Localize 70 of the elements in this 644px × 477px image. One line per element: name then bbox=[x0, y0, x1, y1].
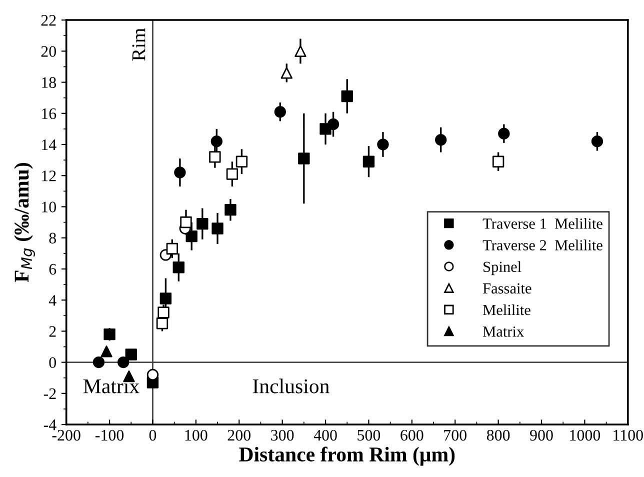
x-tick-label: 400 bbox=[314, 430, 337, 441]
y-tick-label: 20 bbox=[41, 46, 56, 57]
y-tick-label: 10 bbox=[42, 202, 56, 212]
point bbox=[294, 45, 306, 57]
point bbox=[280, 67, 292, 79]
x-tick-label: 200 bbox=[228, 430, 250, 441]
y-tick-label: 16 bbox=[42, 108, 56, 120]
y-tick-label: 18 bbox=[42, 77, 56, 88]
x-tick-label: 900 bbox=[530, 430, 553, 441]
x-tick-label: 1100 bbox=[614, 430, 643, 441]
x-tick-label: 300 bbox=[271, 430, 294, 441]
x-tick-label: 700 bbox=[444, 430, 466, 441]
point bbox=[492, 156, 504, 168]
point bbox=[298, 152, 310, 164]
point bbox=[341, 90, 353, 102]
point bbox=[209, 151, 221, 163]
point bbox=[180, 216, 192, 228]
x-tick-label: 600 bbox=[400, 430, 424, 441]
y-tick-label: 12 bbox=[42, 170, 56, 182]
point bbox=[160, 292, 172, 304]
y-tick-label: -4 bbox=[44, 420, 56, 430]
y-tick-label: 2 bbox=[49, 326, 56, 337]
point bbox=[196, 218, 208, 230]
point bbox=[591, 136, 604, 148]
x-tick-label: 0 bbox=[149, 430, 156, 441]
point bbox=[212, 222, 224, 234]
point bbox=[377, 138, 389, 150]
point bbox=[125, 348, 137, 360]
x-axis-title: Distance from Rim (μm) bbox=[239, 446, 455, 466]
point bbox=[236, 156, 248, 168]
point bbox=[274, 106, 286, 118]
legend-label: Melilite bbox=[482, 304, 530, 316]
y-tick-label: 0 bbox=[49, 357, 56, 368]
point bbox=[92, 356, 105, 368]
point bbox=[362, 156, 375, 168]
point bbox=[435, 134, 447, 146]
y-tick-label: 6 bbox=[49, 264, 56, 275]
x-tick-label: -100 bbox=[95, 430, 124, 441]
legend-label: Fassaite bbox=[482, 283, 532, 294]
point bbox=[226, 168, 238, 180]
x-tick-label: 100 bbox=[185, 430, 208, 441]
annotation: Matrix bbox=[84, 379, 140, 394]
point bbox=[210, 136, 223, 148]
point bbox=[146, 368, 159, 381]
x-tick-label: 1000 bbox=[570, 430, 600, 441]
point bbox=[174, 166, 186, 178]
y-tick-label: 14 bbox=[42, 139, 56, 150]
point bbox=[498, 128, 510, 140]
x-tick-label: 500 bbox=[358, 430, 380, 441]
point bbox=[166, 242, 178, 255]
x-tick-label: -200 bbox=[52, 430, 80, 441]
legend-label: Traverse 2 Melilite bbox=[482, 240, 602, 250]
point bbox=[104, 328, 116, 340]
legend-label: Spinel bbox=[484, 261, 522, 276]
point bbox=[100, 346, 112, 358]
legend-label: Traverse 1 Melilite bbox=[482, 218, 602, 229]
x-tick-label: 800 bbox=[486, 430, 510, 441]
point bbox=[118, 356, 130, 368]
y-tick-label: 22 bbox=[41, 15, 56, 26]
point bbox=[172, 262, 184, 274]
point bbox=[327, 118, 340, 130]
ref-line-label: Rim bbox=[132, 28, 146, 61]
legend-label: Matrix bbox=[482, 326, 524, 337]
y-tick-label: -2 bbox=[44, 388, 56, 399]
point bbox=[156, 318, 168, 330]
y-tick-label: 4 bbox=[48, 295, 56, 306]
point bbox=[224, 204, 236, 216]
y-axis-title: F$_{Mg}$ (‰/amu) bbox=[14, 163, 35, 282]
annotation: Inclusion bbox=[252, 378, 330, 394]
y-tick-label: 8 bbox=[49, 232, 56, 244]
